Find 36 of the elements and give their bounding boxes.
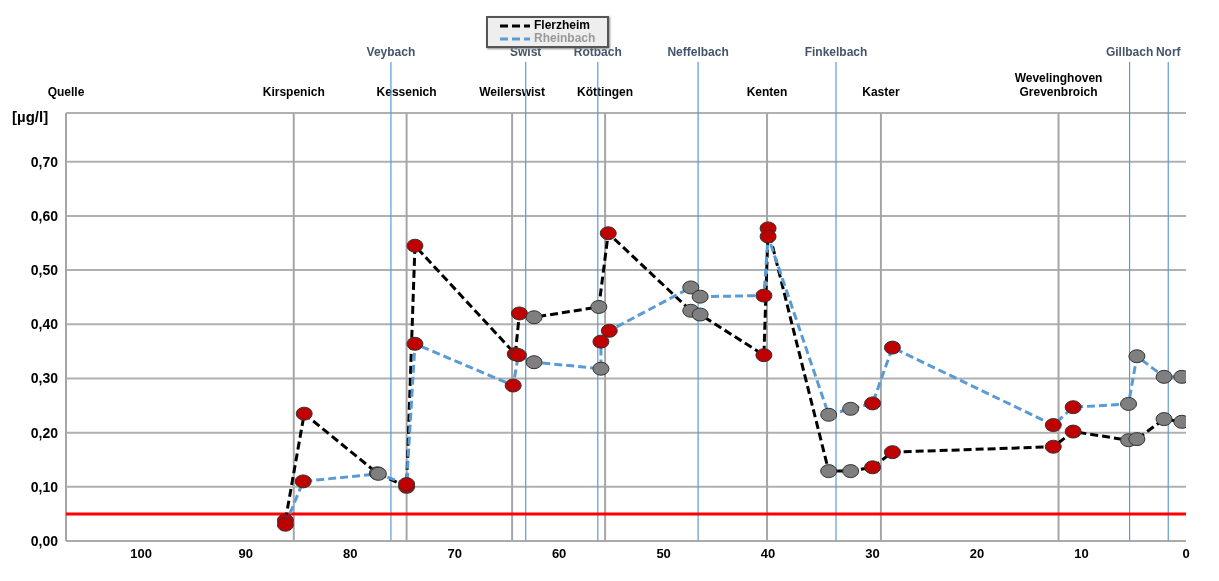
ref-line-label: Gillbach [1105, 45, 1154, 59]
x-tick-label: 60 [551, 546, 567, 562]
ref-line-label: Norf [1155, 45, 1182, 59]
x-tick-label: 70 [447, 546, 462, 562]
ref-line-label: Neffelbach [667, 45, 729, 59]
ref-line-label: Kenten [746, 85, 788, 99]
x-tick-label: 10 [1074, 546, 1089, 562]
ref-line-label: Swist [510, 45, 542, 59]
x-tick-label: 0 [1182, 546, 1190, 562]
y-tick-label: 0,30 [30, 370, 59, 387]
x-tick-label: 20 [969, 546, 985, 562]
x-tick-label: 40 [760, 546, 776, 562]
ref-line-label: Veybach [366, 45, 416, 59]
x-tick-label: 80 [342, 546, 358, 562]
ref-line-label: Kirspenich [262, 85, 325, 99]
y-tick-label: 0,70 [30, 153, 59, 170]
y-tick-label: 0,10 [30, 478, 59, 495]
ref-line-label: Kaster [862, 85, 900, 99]
ref-line-label: Wevelinghoven Grevenbroich [1014, 71, 1103, 99]
ref-line-label: Kessenich [376, 85, 437, 99]
ref-line-label: Köttingen [577, 85, 634, 99]
y-tick-label: 0,60 [30, 207, 59, 224]
y-tick-label: 0,00 [30, 532, 59, 549]
x-tick-label: 90 [238, 546, 253, 562]
ref-line-label: Rotbach [573, 45, 622, 59]
legend-label: Rheinbach [534, 31, 596, 45]
x-tick-label: 30 [865, 546, 880, 562]
ref-line-label: Quelle [47, 85, 85, 99]
y-axis-title: [µg/l] [12, 108, 49, 125]
legend-label: Flerzheim [534, 18, 591, 32]
y-tick-label: 0,50 [30, 262, 59, 279]
ref-line-label: Finkelbach [804, 45, 868, 59]
x-tick-label: 50 [656, 546, 671, 562]
y-tick-label: 0,20 [30, 424, 59, 441]
y-tick-label: 0,40 [30, 316, 59, 333]
x-tick-label: 100 [130, 546, 153, 562]
